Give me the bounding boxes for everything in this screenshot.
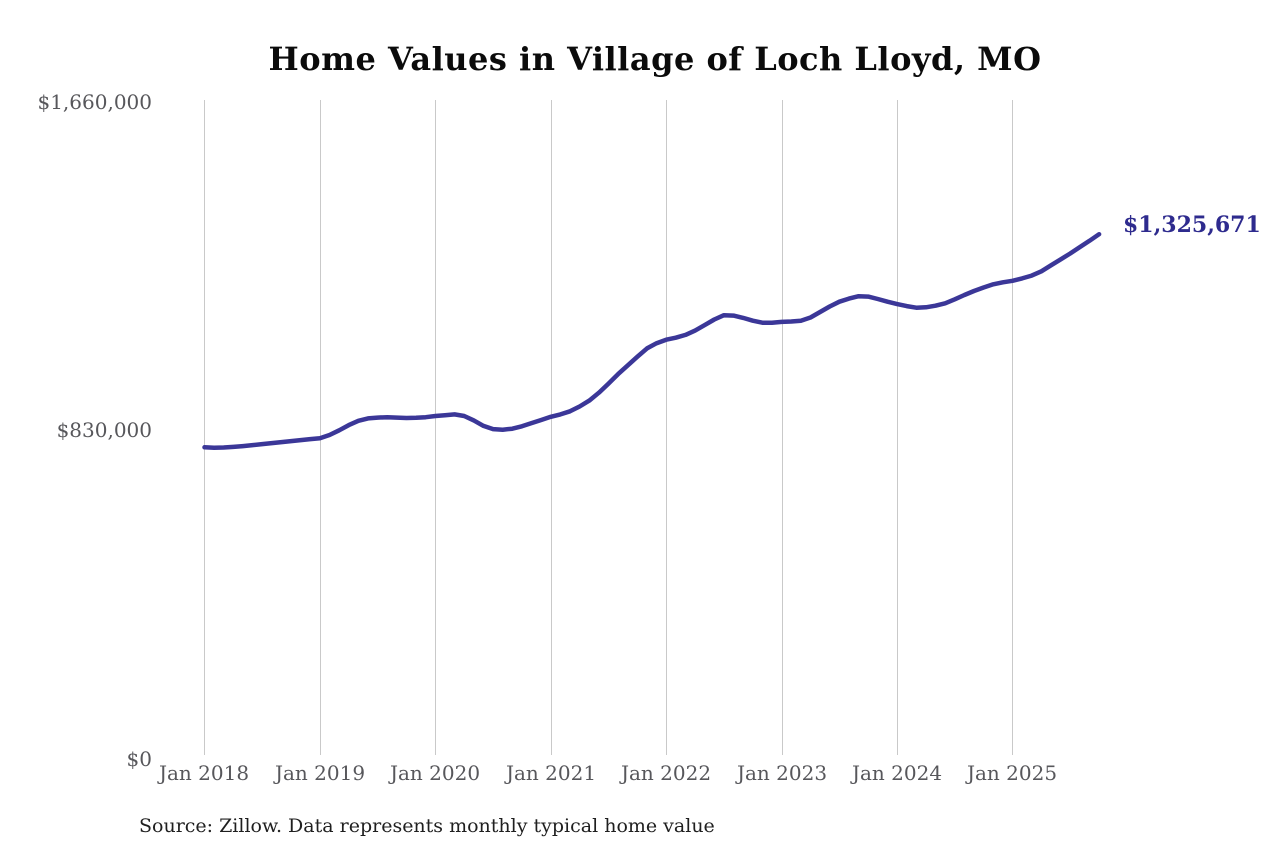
x-axis-tick-label-2024: Jan 2024 [851, 761, 943, 785]
x-axis-tick-label-2019: Jan 2019 [274, 761, 366, 785]
x-axis-tick-label-2021: Jan 2021 [505, 761, 597, 785]
chart-title: Home Values in Village of Loch Lloyd, MO [268, 40, 1042, 78]
x-axis-tick-label-2020: Jan 2020 [389, 761, 481, 785]
gridline-jan-2018 [204, 100, 205, 755]
gridline-jan-2022 [666, 100, 667, 755]
gridline-jan-2024 [897, 100, 898, 755]
x-axis-tick-label-2018: Jan 2018 [158, 761, 250, 785]
x-axis-tick-label-2025: Jan 2025 [966, 761, 1058, 785]
y-axis-tick-label-mid: $830,000 [56, 418, 152, 442]
source-note: Source: Zillow. Data represents monthly … [139, 815, 715, 837]
y-axis-tick-label-zero: $0 [126, 747, 152, 771]
gridline-jan-2023 [782, 100, 783, 755]
gridline-jan-2019 [320, 100, 321, 755]
latest-value-label: $1,325,671 [1123, 212, 1261, 238]
y-axis-tick-label-max: $1,660,000 [37, 90, 152, 114]
gridline-jan-2020 [435, 100, 436, 755]
gridline-jan-2025 [1012, 100, 1013, 755]
gridline-jan-2021 [551, 100, 552, 755]
x-axis-tick-label-2022: Jan 2022 [620, 761, 712, 785]
x-axis-tick-label-2023: Jan 2023 [736, 761, 828, 785]
